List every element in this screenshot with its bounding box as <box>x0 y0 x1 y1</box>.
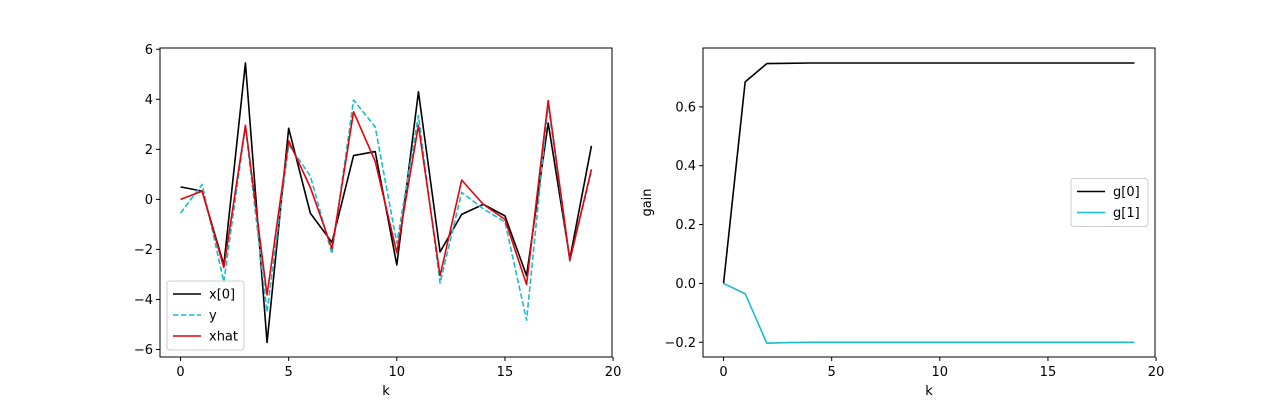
x-axis-label: k <box>382 384 390 399</box>
plot-frame <box>159 47 613 358</box>
y-tick-label: −4 <box>134 293 153 308</box>
y-tick-label: 4 <box>145 93 153 108</box>
series-line-xhat <box>180 99 593 296</box>
x-tick-label: 5 <box>828 365 836 380</box>
chart-left: 0 5 10 15 20 −6 −4 −2 0 2 4 6 k x[0] y xhat <box>134 43 622 399</box>
chart-right: 0 5 10 15 20 −0.2 0.0 0.2 0.4 0.6 k gain g[0] g[1] <box>640 47 1165 399</box>
x-tick-label: 20 <box>605 365 622 380</box>
y-tick-label: −2 <box>134 243 153 258</box>
y-tick-label: 0.6 <box>675 100 696 115</box>
x-tick-label: 15 <box>1040 365 1057 380</box>
y-tick-label: 0.4 <box>675 159 696 174</box>
y-axis-label: gain <box>640 188 655 216</box>
x-tick-label: 20 <box>1148 365 1165 380</box>
legend-label: y <box>209 309 217 324</box>
x-axis-label: k <box>925 384 933 399</box>
legend: g[0] g[1] <box>1070 178 1149 227</box>
series-line-g1 <box>723 282 1135 344</box>
y-tick-label: 2 <box>145 143 153 158</box>
y-tick-label: −0.2 <box>664 336 696 351</box>
x-tick-label: 10 <box>389 365 406 380</box>
x-tick-label: 10 <box>932 365 949 380</box>
x-tick-label: 15 <box>497 365 514 380</box>
y-tick-label: 0 <box>145 193 153 208</box>
legend-box <box>166 280 245 351</box>
legend-label: g[1] <box>1113 206 1140 221</box>
y-tick-label: 0.0 <box>675 277 696 292</box>
y-tick-label: 6 <box>145 43 153 58</box>
legend-box <box>1070 178 1149 227</box>
x-tick-label: 5 <box>285 365 293 380</box>
legend-label: x[0] <box>209 288 235 303</box>
plot-frame <box>702 47 1156 358</box>
x-tick-label: 0 <box>719 365 727 380</box>
legend-label: g[0] <box>1113 185 1140 200</box>
legend-label: xhat <box>209 330 238 345</box>
y-tick-label: 0.2 <box>675 218 696 233</box>
legend: x[0] y xhat <box>166 280 245 351</box>
x-tick-label: 0 <box>176 365 184 380</box>
y-tick-label: −6 <box>134 343 153 358</box>
series-line-g0 <box>722 62 1135 284</box>
